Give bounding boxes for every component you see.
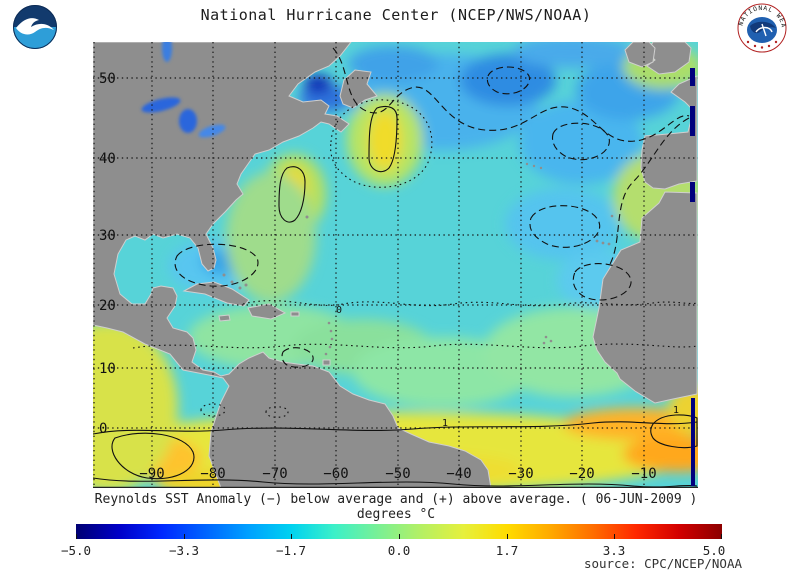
colorbar-label: 0.0 bbox=[387, 543, 411, 558]
land-ireland bbox=[624, 42, 656, 68]
land-trinidad bbox=[322, 359, 331, 366]
colorbar-label: 5.0 bbox=[702, 543, 726, 558]
lon-label: −30 bbox=[508, 466, 533, 482]
lon-label: −20 bbox=[569, 466, 594, 482]
colorbar-tick bbox=[76, 534, 77, 539]
lat-label: 50 bbox=[99, 71, 116, 87]
colorbar-label: 1.7 bbox=[495, 543, 519, 558]
lat-labels: 50 40 30 20 10 0 bbox=[99, 71, 116, 437]
land-africa bbox=[592, 191, 698, 404]
lon-label: −70 bbox=[262, 466, 287, 482]
sst-anomaly-map: 50 40 30 20 10 0 −90 −80 −70 −60 −50 −40… bbox=[93, 42, 698, 488]
edge-strips bbox=[690, 68, 695, 486]
land-masses bbox=[93, 42, 698, 488]
grid-lines bbox=[93, 42, 698, 488]
colorbar-label: 3.3 bbox=[602, 543, 626, 558]
lon-label: −40 bbox=[446, 466, 471, 482]
contour-label: 1 bbox=[442, 418, 448, 429]
zero-contours bbox=[132, 99, 698, 418]
page-title: National Hurricane Center (NCEP/NWS/NOAA… bbox=[200, 6, 592, 24]
lon-label: −10 bbox=[631, 466, 656, 482]
lat-label: 30 bbox=[99, 228, 116, 244]
land-puerto-rico bbox=[290, 311, 300, 317]
contour-lines bbox=[93, 47, 698, 488]
land-cuba bbox=[182, 281, 250, 307]
colorbar-tick bbox=[721, 534, 722, 539]
colorbar-label: −1.7 bbox=[275, 543, 307, 558]
colorbar-label: −5.0 bbox=[60, 543, 92, 558]
units-caption: degrees °C bbox=[356, 507, 436, 522]
lon-label: −60 bbox=[323, 466, 348, 482]
contour-labels: 0 1 1 bbox=[336, 305, 679, 429]
small-islands bbox=[222, 162, 614, 356]
contour-label: 0 bbox=[336, 305, 342, 316]
colorbar-gradient bbox=[76, 524, 722, 539]
colorbar-label: −3.3 bbox=[168, 543, 200, 558]
noaa-logo bbox=[13, 5, 57, 49]
lon-label: −80 bbox=[200, 466, 225, 482]
noaa-gull-icon bbox=[16, 18, 54, 35]
lon-label: −50 bbox=[385, 466, 410, 482]
positive-contours bbox=[93, 105, 698, 488]
land-newfoundland bbox=[339, 69, 378, 109]
lat-label: 40 bbox=[99, 151, 116, 167]
land-jamaica bbox=[218, 314, 231, 322]
map-caption: Reynolds SST Anomaly (−) below average a… bbox=[94, 492, 698, 507]
great-lakes bbox=[141, 42, 226, 138]
colorbar-tick bbox=[291, 534, 292, 539]
lat-label: 20 bbox=[99, 298, 116, 314]
lat-label: 10 bbox=[99, 361, 116, 377]
land-north-south-america bbox=[93, 42, 492, 488]
colorbar-tick bbox=[614, 534, 615, 539]
colorbar-tick bbox=[399, 534, 400, 539]
lon-label: −90 bbox=[139, 466, 164, 482]
negative-contours bbox=[174, 47, 690, 368]
land-hispaniola bbox=[247, 303, 287, 320]
land-europe bbox=[640, 75, 698, 190]
source-credit: source: CPC/NCEP/NOAA bbox=[583, 556, 742, 571]
lon-labels: −90 −80 −70 −60 −50 −40 −30 −20 −10 bbox=[139, 466, 656, 482]
colorbar-tick bbox=[184, 534, 185, 539]
lat-label: 0 bbox=[99, 421, 107, 437]
nws-logo: NATIONAL WEATHER SERVICE bbox=[736, 2, 787, 53]
colorbar-tick bbox=[507, 534, 508, 539]
contour-label: 1 bbox=[673, 405, 679, 416]
